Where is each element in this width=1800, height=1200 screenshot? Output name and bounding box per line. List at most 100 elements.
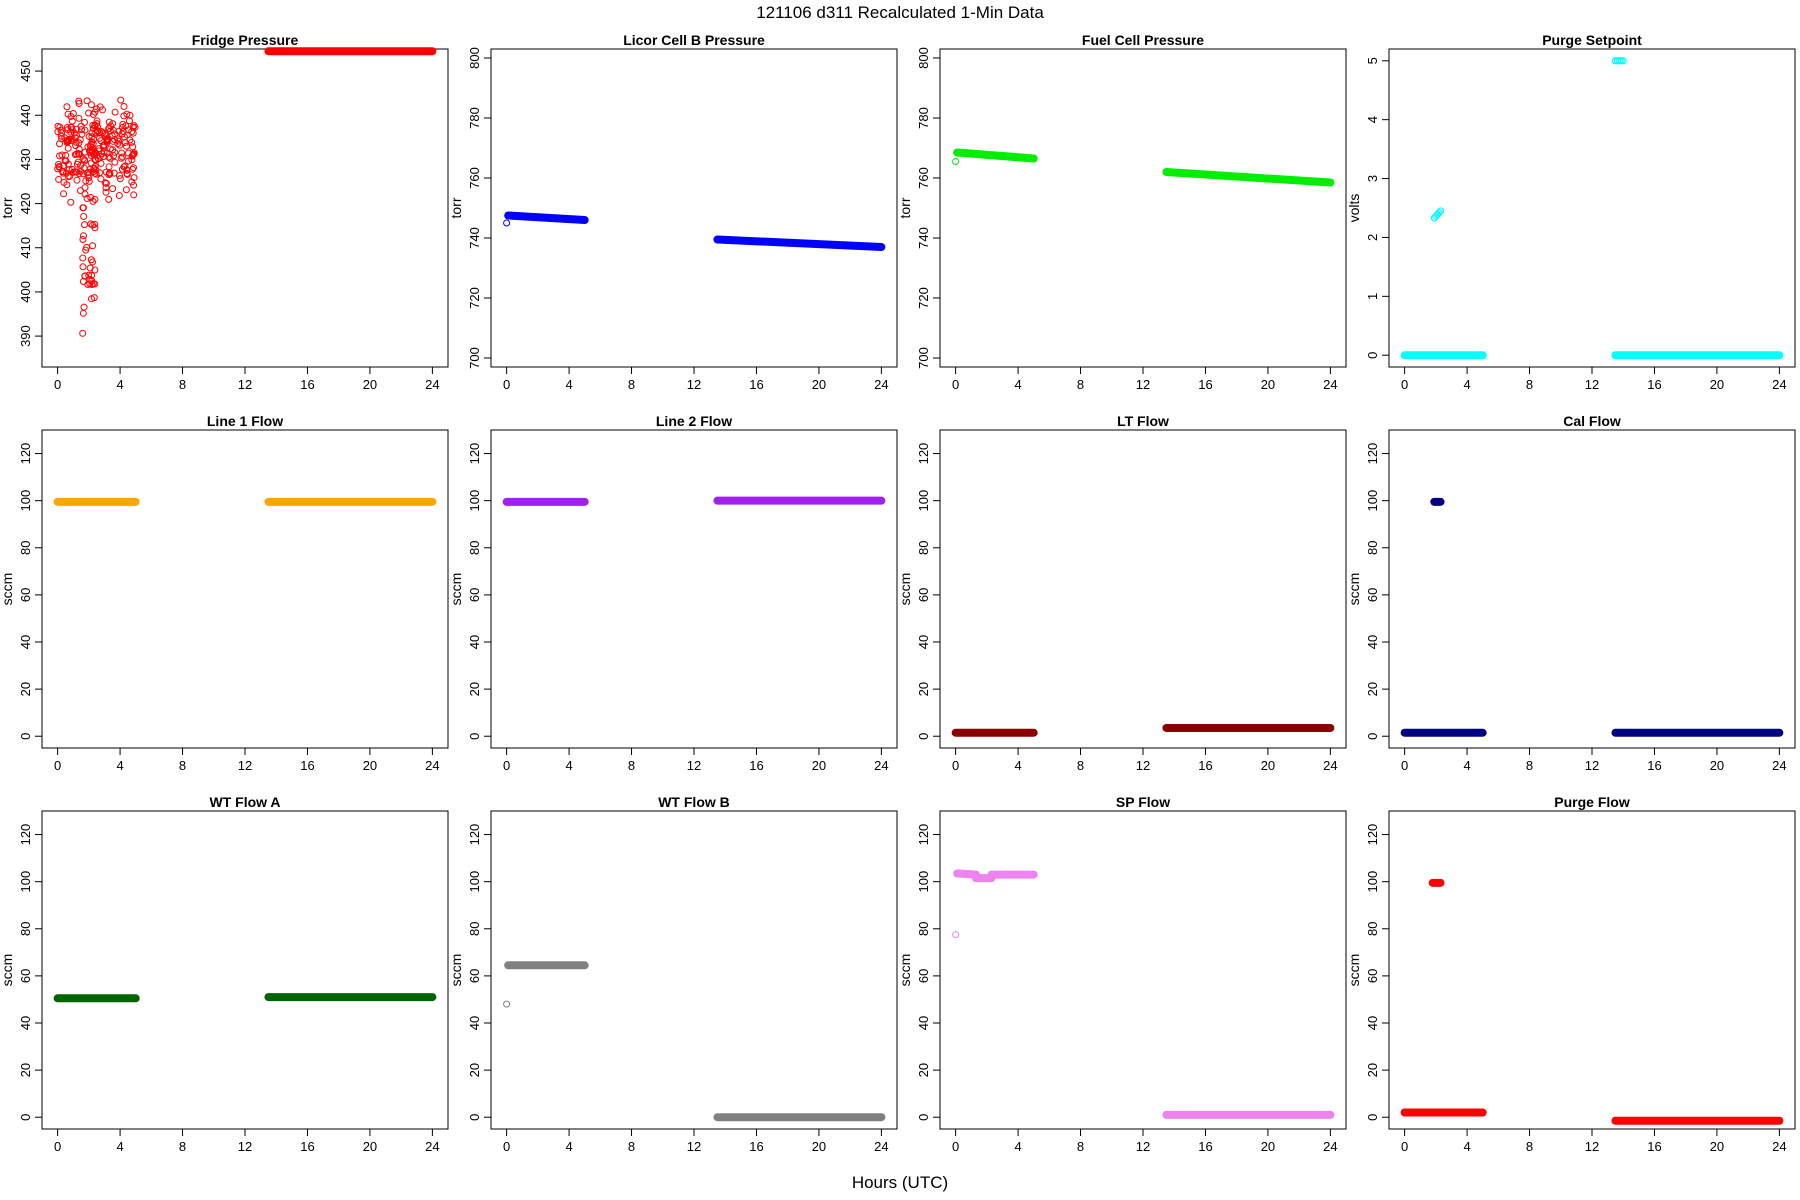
data-point (105, 195, 113, 203)
x-tick-label: 4 (1463, 377, 1470, 392)
data-point (111, 158, 119, 166)
panel-licor-cell-b-pressure: Licor Cell B Pressure torr 0 4 8 12 16 20 24 700 7… (448, 32, 898, 392)
data-point (91, 108, 99, 116)
x-tick-label: 24 (1772, 1139, 1786, 1154)
panel-title: Purge Flow (1554, 794, 1630, 810)
x-tick-label: 20 (363, 758, 377, 773)
x-tick-label: 20 (1261, 1139, 1275, 1154)
x-tick-label: 12 (687, 758, 701, 773)
y-tick-label: 100 (916, 871, 931, 893)
x-tick-label: 4 (1014, 758, 1021, 773)
data-point (108, 132, 116, 140)
x-tick-label: 12 (1585, 377, 1599, 392)
plot-frame (490, 429, 898, 749)
y-axis-label: sccm (0, 954, 15, 987)
y-axis-label: sccm (448, 573, 464, 606)
x-tick-label: 16 (749, 377, 763, 392)
data-point (952, 931, 960, 939)
data-point (85, 271, 93, 279)
data-point (87, 101, 95, 109)
data-point (93, 152, 101, 160)
y-tick-label: 740 (916, 227, 931, 249)
data-point (130, 174, 138, 182)
data-point (130, 164, 138, 172)
x-tick-label: 8 (628, 1139, 635, 1154)
data-point (79, 329, 87, 337)
data-point (88, 272, 96, 280)
panel-lt-flow: LT Flow sccm 0 4 8 12 16 20 24 0 20 40 60 80 100 120 (897, 413, 1347, 773)
y-tick-label: 40 (18, 635, 33, 649)
x-tick-label: 16 (1198, 758, 1212, 773)
data-point (122, 186, 130, 194)
x-tick-label: 20 (1710, 1139, 1724, 1154)
x-tick-label: 16 (300, 758, 314, 773)
y-tick-label: 80 (1365, 922, 1380, 936)
x-tick-label: 12 (687, 377, 701, 392)
y-tick-label: 390 (18, 325, 33, 347)
data-point (109, 146, 117, 154)
data-point (71, 151, 79, 159)
x-tick-label: 12 (1136, 1139, 1150, 1154)
y-tick-label: 430 (18, 149, 33, 171)
data-point (66, 172, 74, 180)
x-tick-label: 0 (503, 377, 510, 392)
data-point (129, 129, 137, 137)
panel-title: Cal Flow (1563, 413, 1621, 429)
data-series (1162, 168, 1335, 187)
y-tick-label: 120 (1365, 443, 1380, 465)
x-tick-label: 16 (749, 1139, 763, 1154)
data-point (124, 126, 132, 134)
x-tick-label: 12 (1136, 758, 1150, 773)
data-point (54, 122, 62, 130)
y-tick-label: 0 (467, 733, 482, 740)
y-tick-label: 20 (467, 682, 482, 696)
plot-frame (1388, 429, 1796, 749)
data-point (130, 181, 138, 189)
data-point (89, 197, 97, 205)
y-tick-label: 40 (1365, 635, 1380, 649)
y-tick-label: 20 (18, 1063, 33, 1077)
data-point (72, 131, 80, 139)
panel-cal-flow: Cal Flow sccm 0 4 8 12 16 20 24 0 20 40 60 80 100 120 (1346, 413, 1796, 773)
y-tick-label: 120 (916, 443, 931, 465)
y-axis-label: sccm (1346, 954, 1362, 987)
x-tick-label: 4 (116, 1139, 123, 1154)
panel-wt-flow-b: WT Flow B sccm 0 4 8 12 16 20 24 0 20 40 60 80 100 120 (448, 794, 898, 1154)
x-tick-label: 4 (1463, 758, 1470, 773)
y-tick-label: 60 (18, 969, 33, 983)
data-point (91, 224, 99, 232)
data-point (115, 192, 123, 200)
y-tick-label: 4 (1365, 116, 1380, 123)
data-point (91, 121, 99, 129)
y-tick-label: 410 (18, 237, 33, 259)
plot-frame (1388, 48, 1796, 368)
panel-title: Purge Setpoint (1542, 32, 1642, 48)
data-point (75, 150, 83, 158)
y-axis-label: sccm (448, 954, 464, 987)
y-axis-label: sccm (0, 573, 15, 606)
data-point (109, 120, 117, 128)
data-point (81, 118, 89, 126)
x-tick-label: 16 (300, 377, 314, 392)
panel-wt-flow-a: WT Flow A sccm 0 4 8 12 16 20 24 0 20 40 60 80 100 120 (0, 794, 449, 1154)
y-tick-label: 40 (1365, 1016, 1380, 1030)
y-tick-label: 20 (1365, 1063, 1380, 1077)
y-tick-label: 60 (1365, 969, 1380, 983)
data-point (130, 149, 138, 157)
x-tick-label: 24 (1323, 377, 1337, 392)
data-point (1436, 207, 1445, 215)
data-point (100, 148, 108, 156)
data-point (105, 118, 113, 126)
y-tick-label: 420 (18, 193, 33, 215)
y-tick-label: 80 (916, 922, 931, 936)
y-tick-label: 440 (18, 104, 33, 126)
data-point (96, 134, 104, 142)
x-tick-label: 20 (1261, 758, 1275, 773)
x-tick-label: 12 (238, 377, 252, 392)
x-tick-label: 4 (565, 1139, 572, 1154)
data-point (83, 195, 91, 203)
data-point (84, 171, 92, 179)
y-tick-label: 0 (18, 1114, 33, 1121)
